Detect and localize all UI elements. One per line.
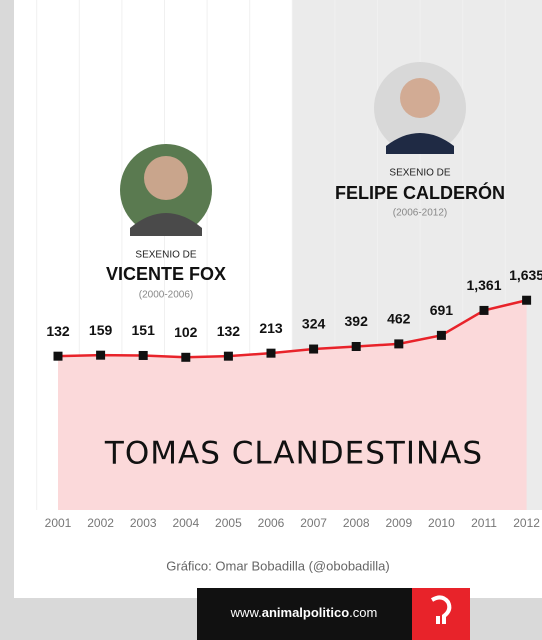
data-label: 392 (345, 313, 369, 329)
data-label: 151 (132, 322, 156, 338)
data-label: 1,635 (509, 267, 542, 283)
x-tick-label: 2003 (130, 516, 157, 530)
period-label: SEXENIO DE (389, 168, 450, 179)
x-tick-label: 2002 (87, 516, 114, 530)
marker (53, 351, 63, 361)
marker (522, 295, 532, 305)
marker (138, 350, 148, 360)
portrait-body (386, 133, 454, 154)
marker (351, 342, 361, 352)
marker (181, 352, 191, 362)
marker (309, 344, 319, 354)
credit: Gráfico: Omar Bobadilla (@obobadilla) (166, 558, 389, 573)
data-label: 1,361 (466, 277, 501, 293)
portrait-face (400, 78, 440, 118)
period-name: FELIPE CALDERÓN (335, 182, 505, 203)
marker (266, 348, 276, 358)
portrait-face (144, 156, 188, 200)
footer-url: www.animalpolitico.com (230, 605, 378, 620)
data-label: 132 (46, 323, 70, 339)
period-years: (2006-2012) (393, 208, 447, 219)
x-tick-label: 2012 (513, 516, 540, 530)
data-label: 691 (430, 302, 454, 318)
period-years: (2000-2006) (139, 290, 193, 301)
chart-title: TOMAS CLANDESTINAS (104, 436, 483, 472)
data-label: 159 (89, 322, 113, 338)
data-label: 462 (387, 311, 411, 327)
line (57, 299, 527, 359)
period-label: SEXENIO DE (135, 250, 196, 261)
x-tick-label: 2001 (45, 516, 72, 530)
x-tick-label: 2006 (258, 516, 285, 530)
marker (394, 339, 404, 349)
footer-brand: animalpolitico (262, 605, 349, 620)
marker (436, 330, 446, 340)
footer-logo (430, 595, 452, 624)
marker (96, 350, 106, 360)
data-label: 324 (302, 316, 326, 332)
x-tick-label: 2008 (343, 516, 370, 530)
data-label: 213 (259, 320, 283, 336)
data-label: 102 (174, 324, 198, 340)
data-label: 132 (217, 323, 241, 339)
marker (223, 351, 233, 361)
x-tick-label: 2011 (471, 516, 497, 530)
x-tick-label: 2009 (385, 516, 412, 530)
x-tick-label: 2004 (172, 516, 199, 530)
period-name: VICENTE FOX (106, 264, 226, 284)
footer-suffix: .com (349, 605, 377, 620)
x-tick-label: 2010 (428, 516, 455, 530)
x-tick-label: 2007 (300, 516, 327, 530)
portrait-body (130, 213, 202, 236)
footer-prefix: www. (230, 605, 262, 620)
x-tick-label: 2005 (215, 516, 242, 530)
area (58, 300, 527, 510)
marker (479, 305, 489, 315)
